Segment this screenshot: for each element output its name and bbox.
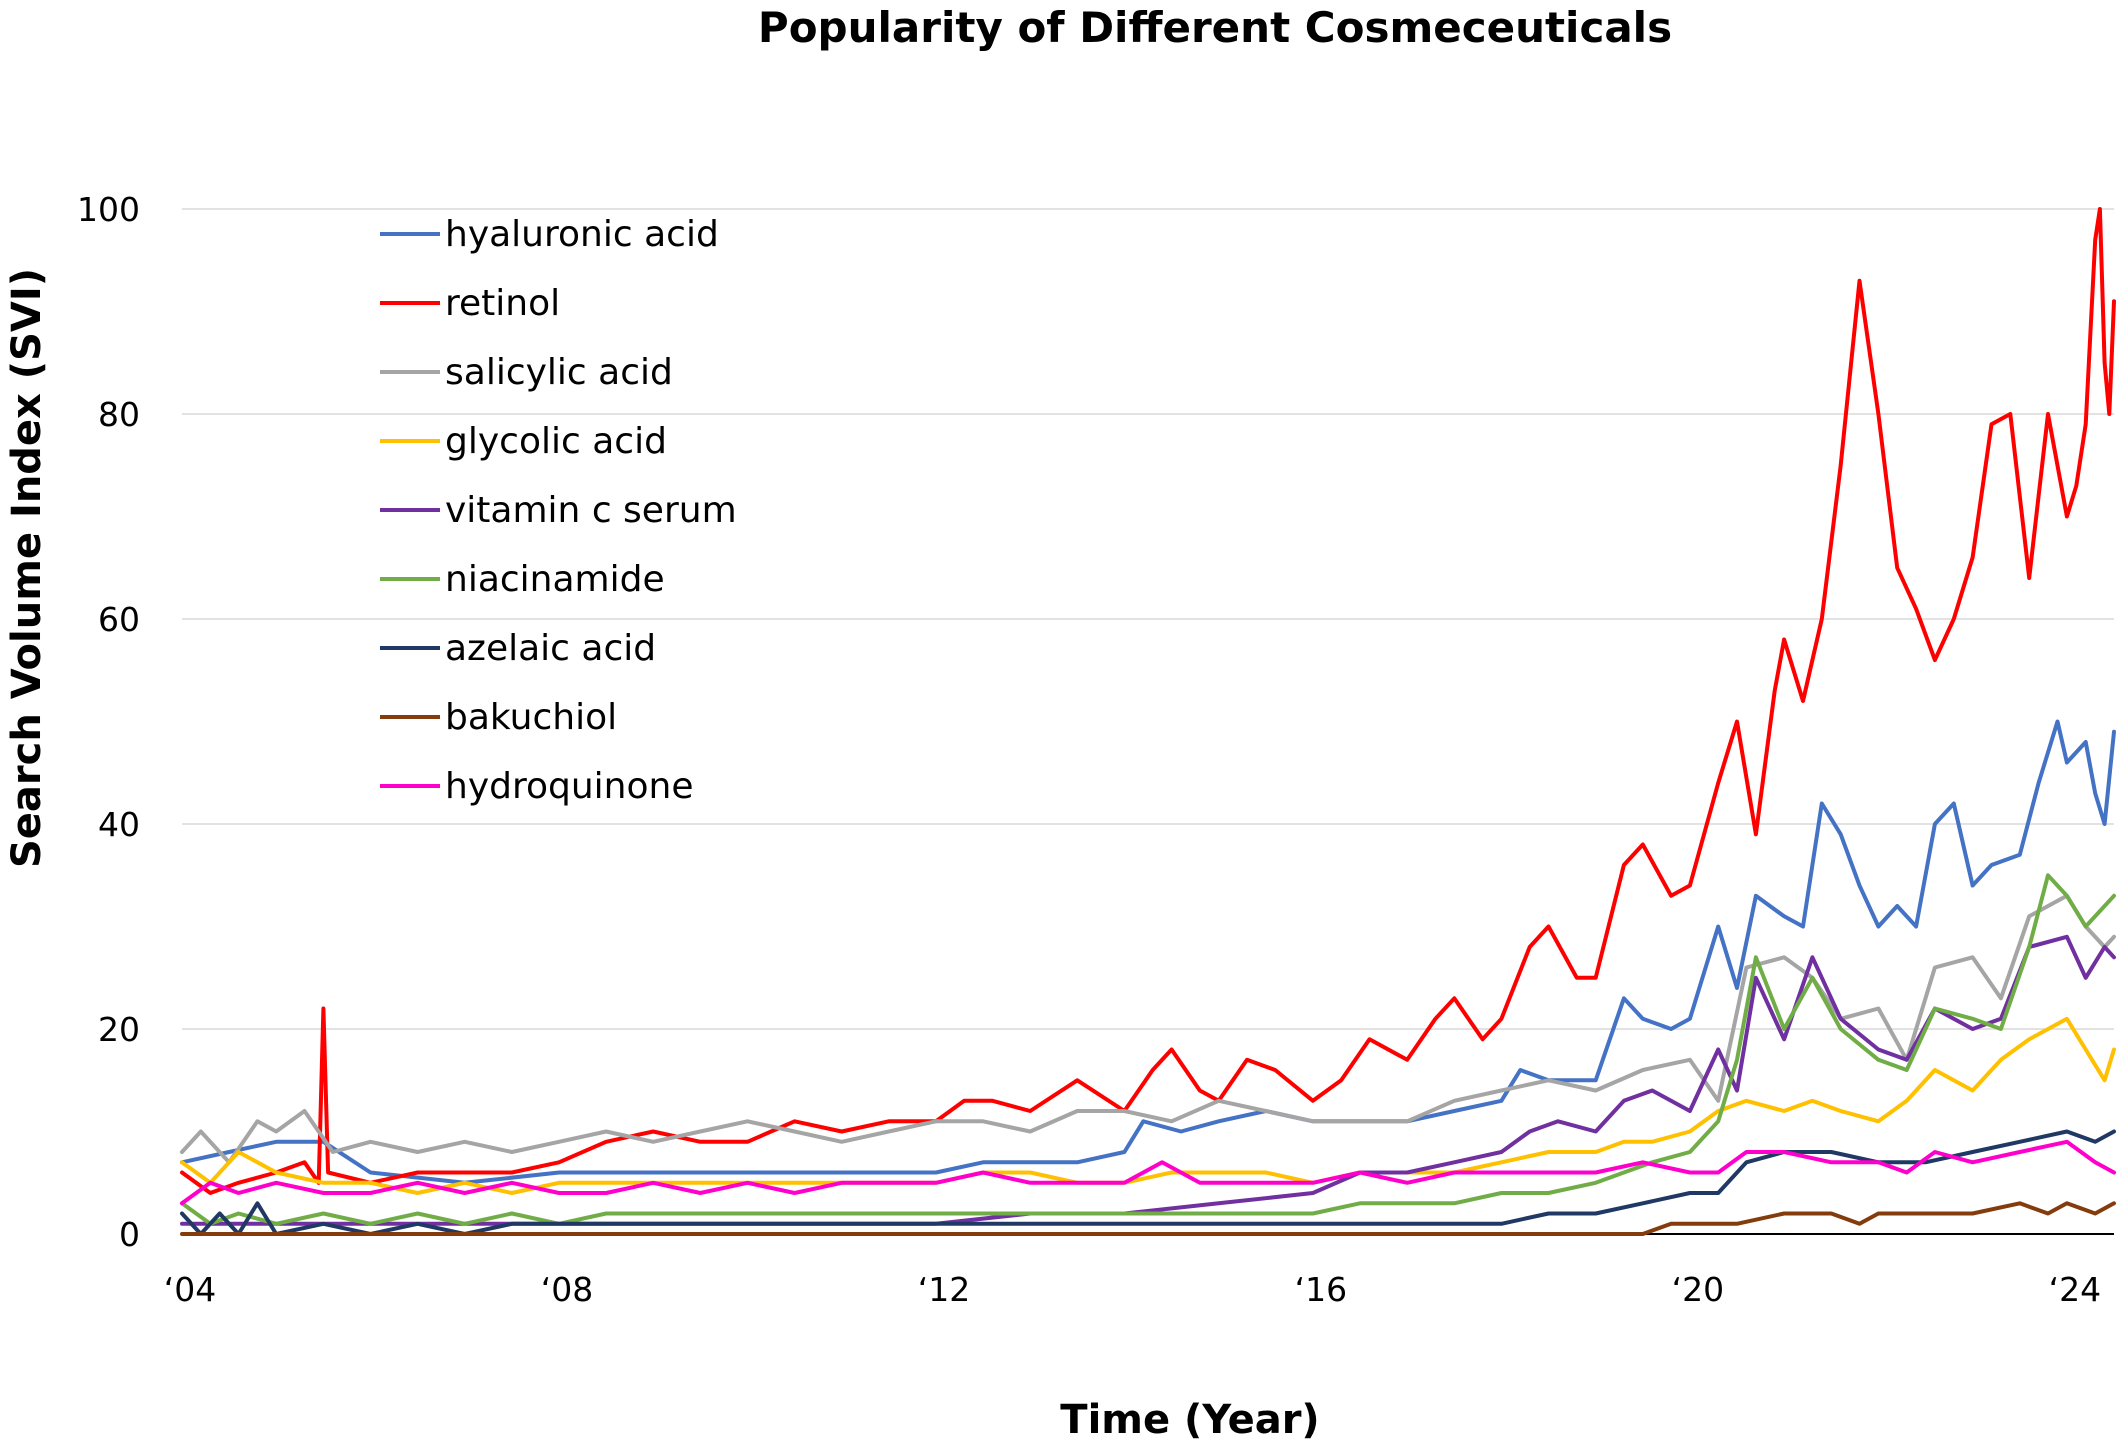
y-tick-label: 40 xyxy=(98,805,140,844)
series-line-hydroquinone xyxy=(180,1139,2116,1206)
series-lines xyxy=(180,207,2116,1236)
series-line-glycolic-acid xyxy=(180,1016,2116,1195)
y-tick-label: 80 xyxy=(98,395,140,434)
series-line-salicylic-acid xyxy=(180,893,2116,1165)
legend-label: hydroquinone xyxy=(445,766,693,807)
chart-title: Popularity of Different Cosmeceuticals xyxy=(758,3,1672,52)
legend-label: retinol xyxy=(445,283,560,324)
y-tick-label: 100 xyxy=(77,190,140,229)
series-line-niacinamide xyxy=(180,873,2116,1226)
y-tick-label: 60 xyxy=(98,600,140,639)
legend-label: azelaic acid xyxy=(445,628,656,669)
series-line-retinol xyxy=(180,207,2116,1195)
x-tick-label: ‘04 xyxy=(164,1270,216,1309)
x-axis-title: Time (Year) xyxy=(1060,1397,1319,1443)
y-tick-label: 20 xyxy=(98,1010,140,1049)
legend-label: niacinamide xyxy=(445,559,665,600)
legend-label: hyaluronic acid xyxy=(445,214,719,255)
series-line-bakuchiol xyxy=(180,1201,2116,1236)
x-tick-label: ‘24 xyxy=(2049,1270,2101,1309)
x-tick-label: ‘20 xyxy=(1672,1270,1724,1309)
legend-label: vitamin c serum xyxy=(445,490,737,531)
x-tick-label: ‘16 xyxy=(1295,1270,1347,1309)
grid xyxy=(182,208,2114,1235)
x-tick-label: ‘08 xyxy=(541,1270,593,1309)
legend-label: salicylic acid xyxy=(445,352,673,393)
legend: hyaluronic acid retinol salicylic acid glyc… xyxy=(380,214,737,807)
legend-label: glycolic acid xyxy=(445,421,667,462)
x-tick-label: ‘12 xyxy=(918,1270,970,1309)
y-axis-title: Search Volume Index (SVI) xyxy=(4,268,50,868)
x-axis-ticks: ‘04 ‘08 ‘12 ‘16 ‘20 ‘24 xyxy=(164,1270,2101,1309)
legend-label: bakuchiol xyxy=(445,697,617,738)
y-tick-label: 0 xyxy=(119,1215,140,1254)
y-axis-ticks: 0 20 40 60 80 100 xyxy=(77,190,140,1254)
series-line-hyaluronic-acid xyxy=(180,719,2116,1185)
